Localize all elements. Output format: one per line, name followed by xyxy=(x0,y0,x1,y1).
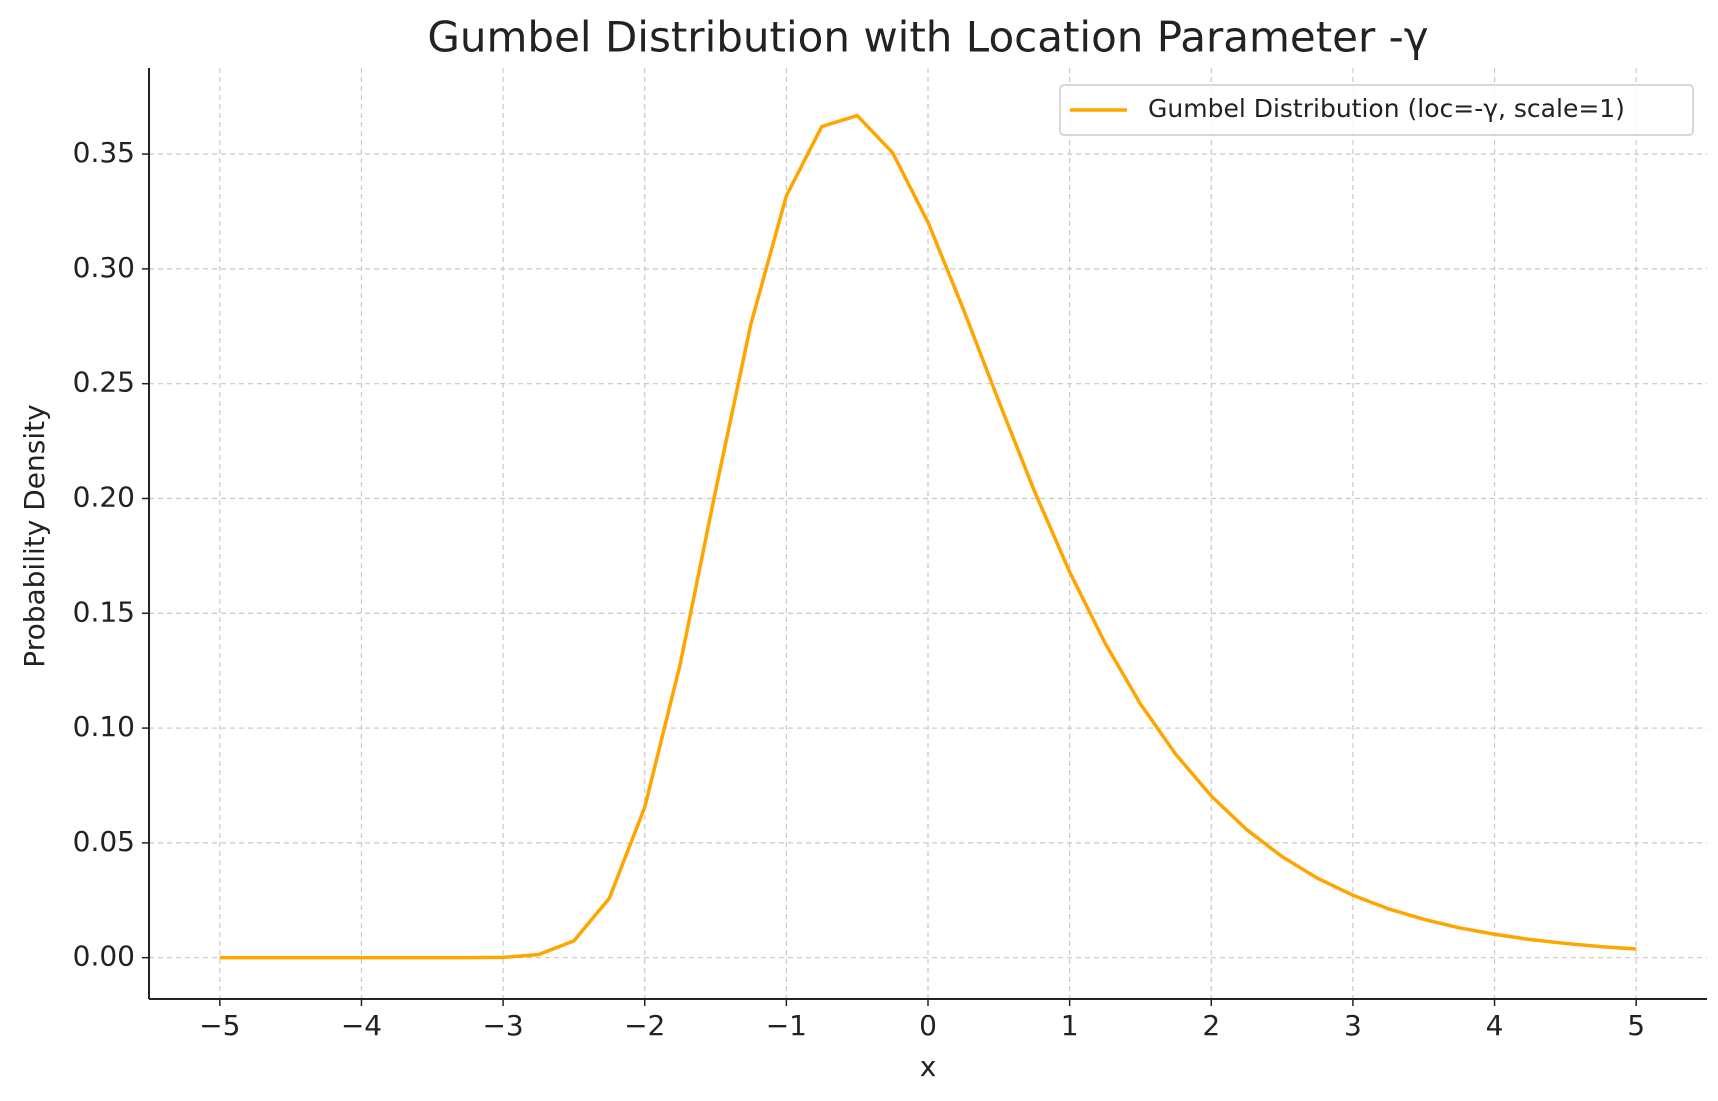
y-tick-label: 0.20 xyxy=(73,480,135,513)
x-axis-label: x xyxy=(920,1050,937,1083)
chart-title: Gumbel Distribution with Location Parame… xyxy=(427,13,1428,62)
x-tick-label: 4 xyxy=(1486,1009,1504,1042)
x-tick-label: 1 xyxy=(1061,1009,1079,1042)
y-tick-label: 0.35 xyxy=(73,136,135,169)
y-tick-label: 0.30 xyxy=(73,251,135,284)
x-tick-label: −4 xyxy=(341,1009,382,1042)
y-tick-label: 0.05 xyxy=(73,825,135,858)
x-tick-label: 5 xyxy=(1627,1009,1645,1042)
y-axis-label: Probability Density xyxy=(18,404,51,667)
x-tick-label: −1 xyxy=(766,1009,807,1042)
x-tick-label: −2 xyxy=(624,1009,665,1042)
legend-box xyxy=(1059,84,1694,136)
y-tick-label: 0.10 xyxy=(73,710,135,743)
y-tick-label: 0.15 xyxy=(73,595,135,628)
y-tick-label: 0.25 xyxy=(73,366,135,399)
x-tick-label: −3 xyxy=(482,1009,523,1042)
x-tick-label: −5 xyxy=(199,1009,240,1042)
series-line xyxy=(219,113,1637,960)
y-tick-label: 0.00 xyxy=(73,940,135,973)
legend-label: Gumbel Distribution (loc=-γ, scale=1) xyxy=(1148,94,1625,123)
x-tick-label: 2 xyxy=(1202,1009,1220,1042)
x-tick-label: 0 xyxy=(919,1009,937,1042)
x-tick-label: 3 xyxy=(1344,1009,1362,1042)
